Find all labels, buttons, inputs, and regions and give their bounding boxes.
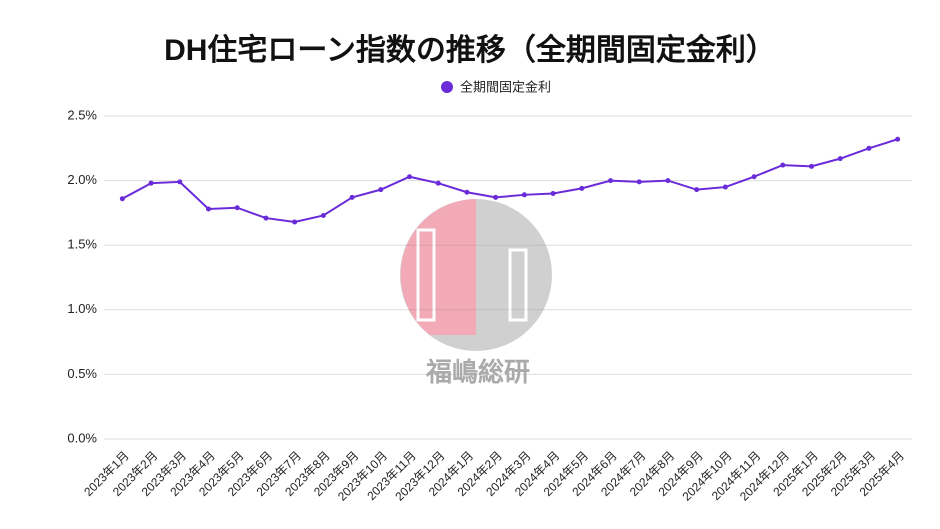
point: [177, 179, 183, 185]
legend-label: 全期間固定金利: [460, 79, 551, 94]
watermark-logo: [400, 199, 552, 351]
point: [780, 162, 786, 168]
y-tick-label: 0.0%: [67, 430, 97, 445]
watermark-text: 福嶋総研: [425, 357, 530, 387]
point: [837, 156, 843, 162]
point: [809, 163, 814, 169]
point: [206, 206, 211, 212]
chart-title: DH住宅ローン指数の推移（全期間固定金利）: [164, 33, 776, 67]
point: [521, 192, 527, 198]
point: [493, 194, 499, 200]
y-tick-label: 2.0%: [67, 172, 97, 187]
point: [263, 215, 269, 221]
point: [866, 145, 872, 151]
point: [550, 191, 556, 197]
point: [665, 178, 671, 184]
point: [234, 205, 240, 211]
point: [579, 185, 585, 191]
y-tick-label: 0.5%: [67, 366, 97, 381]
point: [119, 196, 125, 202]
point: [435, 180, 441, 186]
point: [722, 184, 728, 190]
point: [407, 174, 412, 180]
y-tick-label: 1.5%: [67, 237, 97, 252]
point: [320, 212, 326, 218]
point: [895, 136, 901, 142]
point: [464, 189, 470, 195]
y-tick-label: 1.0%: [67, 301, 97, 316]
y-tick-label: 2.5%: [67, 107, 97, 122]
point: [636, 179, 642, 185]
point: [148, 180, 154, 186]
line: [121, 138, 898, 223]
point: [694, 187, 700, 193]
point: [292, 219, 298, 225]
point: [608, 178, 613, 184]
legend-marker: [441, 81, 453, 93]
point: [349, 194, 355, 200]
point: [378, 187, 384, 193]
point: [751, 174, 757, 180]
